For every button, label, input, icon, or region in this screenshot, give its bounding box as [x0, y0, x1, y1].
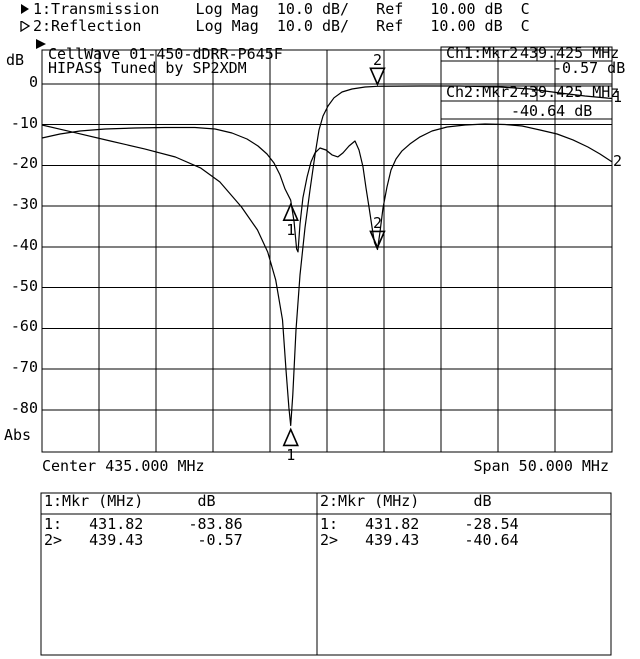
readout-box-ch1: [440, 46, 613, 85]
marker-2-triangle-icon: [369, 230, 386, 250]
marker-table-row: 1: 431.82 -83.86: [44, 515, 243, 533]
readout-box-ch2: [440, 85, 613, 120]
channel2-inactive-icon: [20, 21, 56, 66]
y-tick-label: -40: [10, 235, 38, 254]
channel1-active-icon: [20, 4, 56, 49]
ch1-readout-channel: Ch1:Mkr2: [446, 44, 519, 62]
y-axis-bottom-label: Abs: [4, 426, 32, 444]
y-tick-label: 0: [28, 73, 38, 91]
ch2-readout-frequency: 439.425 MHz: [520, 83, 620, 101]
x-axis-center-label: Center 435.000 MHz: [42, 457, 205, 475]
marker-table-row: 2> 439.43 -40.64: [320, 531, 519, 549]
ch1-readout-value: -0.57 dB: [553, 59, 626, 77]
marker-table-header-ch1: 1:Mkr (MHz) dB: [44, 492, 216, 510]
trace-reflection: [41, 123, 613, 253]
plot-title: CellWave 01-450-dDRR-P645F: [48, 45, 283, 63]
marker-1-triangle-icon: [282, 202, 299, 222]
y-tick-label: -30: [10, 195, 38, 214]
y-tick-label: -50: [10, 276, 38, 295]
trace-number-label: 1: [613, 88, 623, 107]
trace-transmission: [41, 85, 613, 427]
trace-number-label: 2: [613, 151, 623, 170]
active-channel-arrow-icon: [36, 39, 46, 49]
ch2-readout-value: -40.64 dB: [511, 102, 593, 120]
y-tick-label: -60: [10, 317, 38, 336]
ch1-readout-frequency: 439.425 MHz: [520, 44, 620, 62]
marker-1-label: 1: [286, 446, 296, 465]
marker-table-row: 1: 431.82 -28.54: [320, 515, 519, 533]
y-tick-label: -70: [10, 358, 38, 377]
x-axis-span-label: Span 50.000 MHz: [473, 457, 609, 475]
marker-2-triangle-icon: [369, 67, 386, 87]
y-axis-unit: dB: [6, 51, 25, 69]
y-tick-label: -20: [10, 154, 38, 173]
y-tick-label: -80: [10, 398, 38, 417]
marker-2-label: 2: [372, 51, 382, 70]
channel2-header: 2:Reflection Log Mag 10.0 dB/ Ref 10.00 …: [33, 17, 530, 35]
ch2-readout-channel: Ch2:Mkr2: [446, 83, 519, 101]
marker-1-label: 1: [286, 221, 296, 240]
marker-1-triangle-icon: [282, 427, 299, 447]
y-tick-label: -10: [10, 113, 38, 132]
marker-table-row: 2> 439.43 -0.57: [44, 531, 243, 549]
marker-table-header-ch2: 2:Mkr (MHz) dB: [320, 492, 492, 510]
marker-table-border: [40, 492, 612, 656]
plot-subtitle: HIPASS Tuned by SP2XDM: [48, 59, 247, 77]
channel1-header: 1:Transmission Log Mag 10.0 dB/ Ref 10.0…: [33, 0, 530, 18]
marker-2-label: 2: [372, 214, 382, 233]
